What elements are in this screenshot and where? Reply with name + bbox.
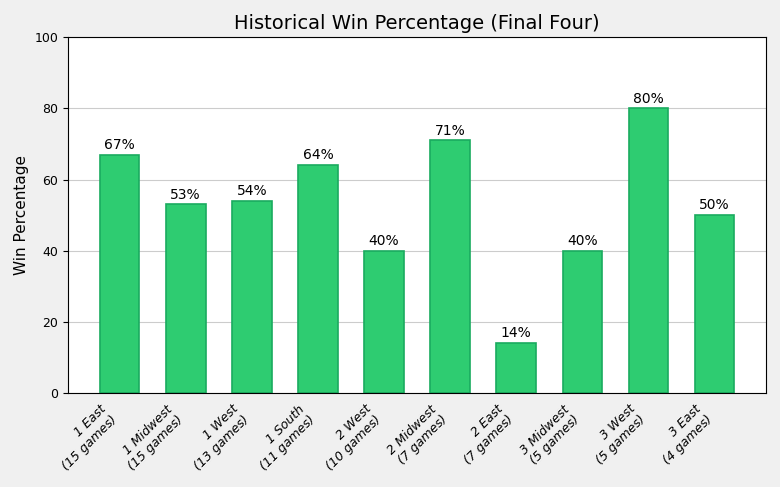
Text: 40%: 40% — [567, 234, 597, 248]
Bar — [298, 165, 338, 393]
Bar — [100, 154, 140, 393]
Bar — [562, 251, 602, 393]
Title: Historical Win Percentage (Final Four): Historical Win Percentage (Final Four) — [234, 14, 600, 33]
Text: 64%: 64% — [303, 149, 333, 163]
Text: 80%: 80% — [633, 92, 664, 106]
Text: 40%: 40% — [369, 234, 399, 248]
Bar — [695, 215, 735, 393]
Text: 53%: 53% — [170, 187, 201, 202]
Bar — [166, 205, 206, 393]
Bar — [232, 201, 271, 393]
Bar — [431, 140, 470, 393]
Text: 14%: 14% — [501, 326, 532, 340]
Bar — [629, 109, 668, 393]
Bar — [364, 251, 404, 393]
Text: 67%: 67% — [105, 138, 135, 152]
Bar — [496, 343, 536, 393]
Text: 54%: 54% — [236, 184, 267, 198]
Y-axis label: Win Percentage: Win Percentage — [14, 155, 29, 275]
Text: 71%: 71% — [434, 124, 466, 137]
Text: 50%: 50% — [699, 198, 730, 212]
